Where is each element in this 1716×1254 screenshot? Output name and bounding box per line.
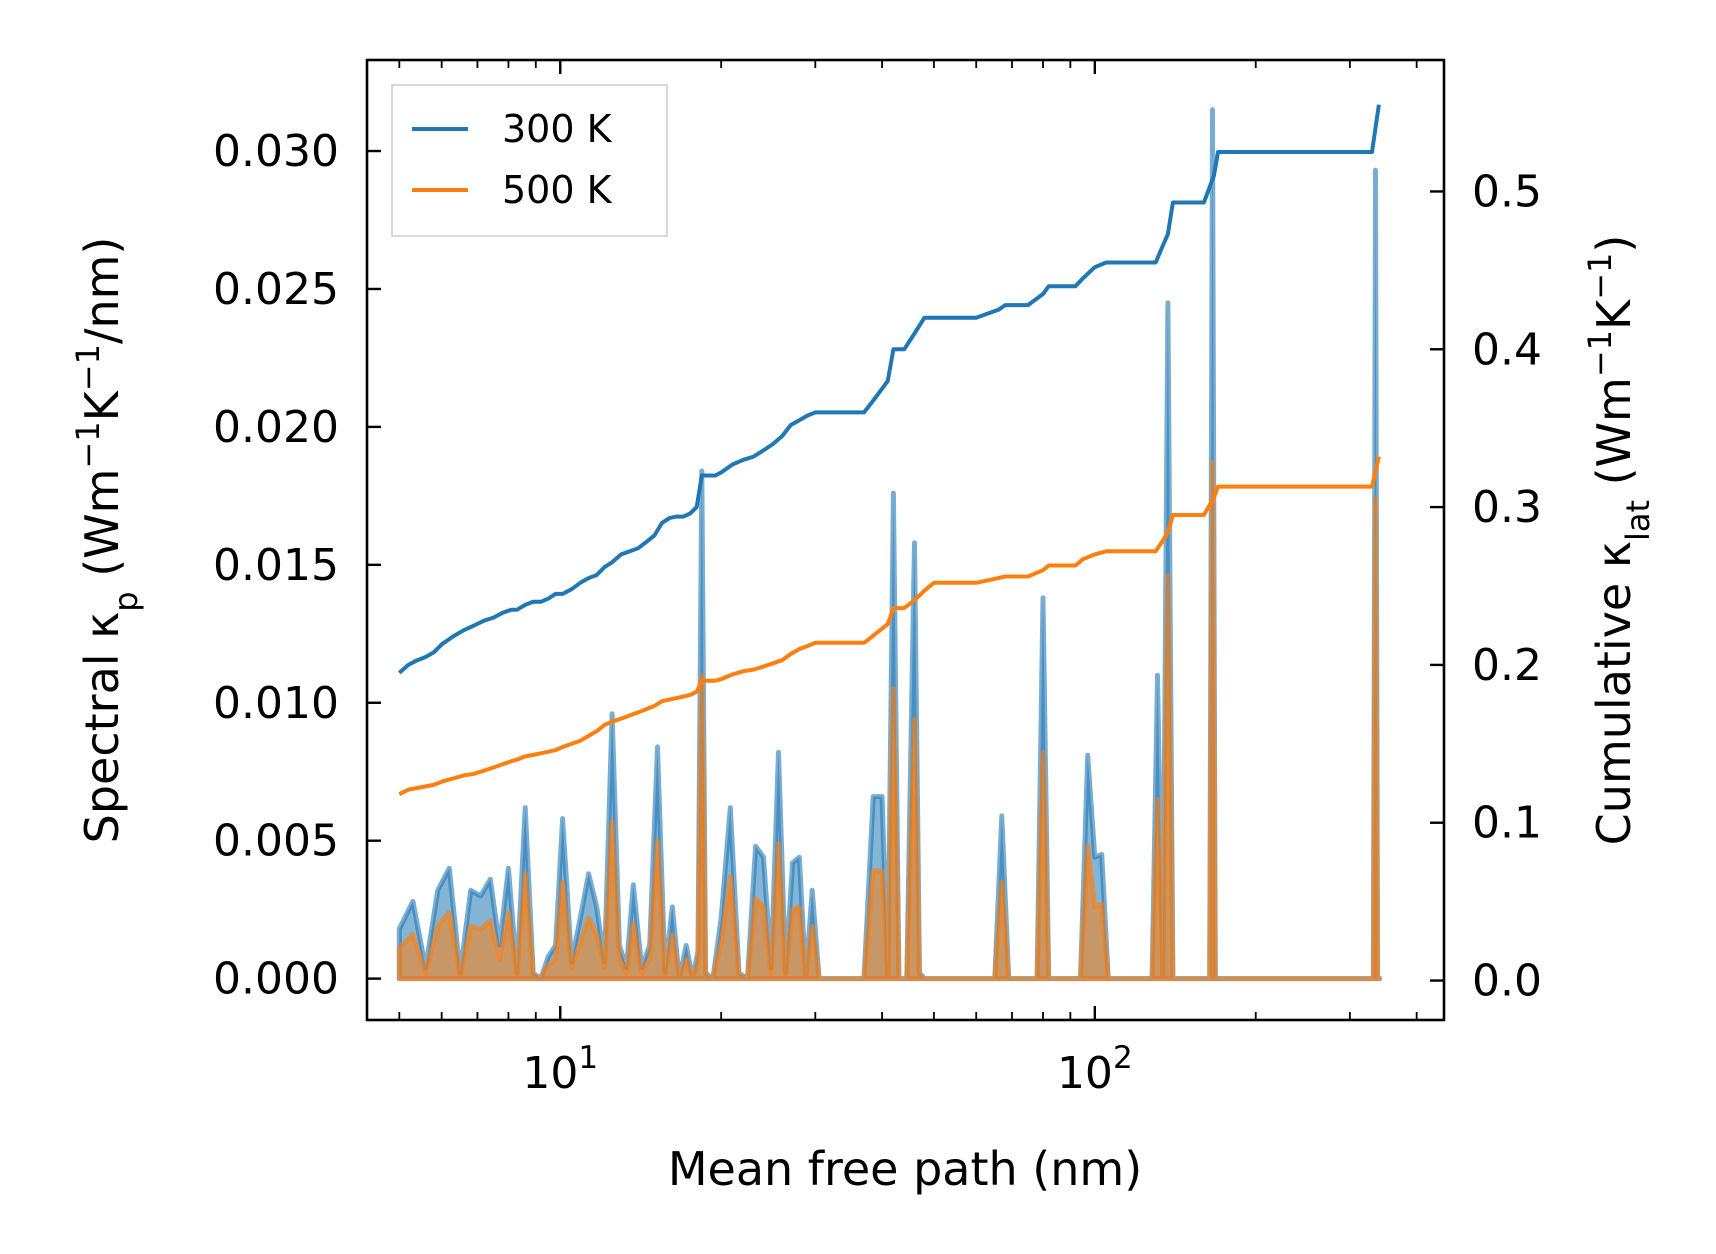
y-left-tick-label: 0.000 (213, 954, 339, 1005)
cumulative-lines (397, 104, 1381, 797)
y-right-tick-label: 0.4 (1472, 324, 1542, 375)
y-left-tick-label: 0.015 (213, 540, 339, 591)
y-axis-left-title: Spectral κp (Wm−1K−1/nm) (69, 237, 145, 844)
legend: 300 K 500 K (391, 84, 668, 237)
legend-label-500k: 500 K (502, 168, 613, 212)
y-right-tick-label: 0.5 (1472, 166, 1542, 217)
spectral-fills (396, 107, 1383, 982)
y-axis-right-title: Cumulative κlat (Wm−1K−1) (1581, 235, 1657, 846)
y-left-tick-label: 0.010 (213, 678, 339, 729)
y-right-tick-label: 0.2 (1472, 640, 1542, 691)
y-left-tick-label: 0.020 (213, 402, 339, 453)
axis-ticks: 0.000 0.005 0.010 0.015 0.020 0.025 0.030 0.0 0.… (213, 60, 1542, 1099)
x-axis-title: Mean free path (nm) (668, 1142, 1142, 1196)
x-tick-label: 102 (1057, 1040, 1133, 1099)
x-tick-label: 101 (522, 1040, 598, 1099)
legend-label-300k: 300 K (502, 107, 613, 151)
y-right-tick-label: 0.3 (1472, 482, 1542, 533)
y-left-tick-label: 0.025 (213, 264, 339, 315)
cumulative-line-300k (397, 104, 1381, 675)
plot-frame (365, 58, 1446, 1022)
y-left-tick-label: 0.005 (213, 816, 339, 867)
y-right-tick-label: 0.0 (1472, 956, 1542, 1007)
y-right-tick-label: 0.1 (1472, 798, 1542, 849)
y-left-tick-label: 0.030 (213, 126, 339, 177)
cumulative-line-500k (398, 456, 1381, 797)
spectral-area-500k (396, 460, 1383, 982)
legend-frame (391, 84, 668, 237)
